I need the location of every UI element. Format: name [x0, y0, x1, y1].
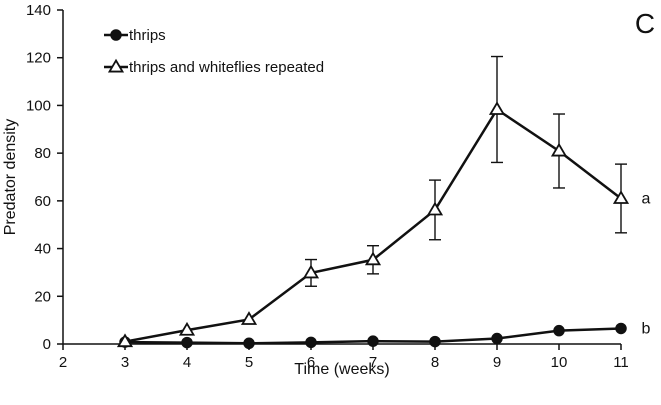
y-tick-label: 20	[34, 288, 51, 305]
panel-label: C	[635, 8, 655, 39]
data-point	[550, 142, 568, 157]
legend-label: thrips	[129, 27, 166, 44]
axes: 0 20 40 60 80 100 120 140 2 3 4 5 6 7 8 9 10 11	[26, 2, 629, 371]
y-tick-label: 60	[34, 193, 51, 210]
x-tick-label: 10	[551, 354, 568, 371]
x-tick-label: 6	[307, 354, 315, 371]
x-tick-label: 3	[121, 354, 129, 371]
legend-label: thrips and whiteflies repeated	[129, 59, 324, 76]
legend-marker	[110, 29, 122, 41]
x-axis-title: Time (weeks)	[294, 361, 389, 378]
legend-item: thrips	[104, 27, 166, 44]
legend: thrips thrips and whiteflies repeated	[104, 27, 324, 76]
significance-label: b	[642, 320, 651, 337]
series-2: a	[116, 55, 651, 348]
data-point	[367, 335, 379, 347]
plot-area: ba	[116, 55, 651, 350]
x-tick-label: 7	[369, 354, 377, 371]
x-tick-label: 5	[245, 354, 253, 371]
x-tick-label: 9	[493, 354, 501, 371]
y-tick-label: 0	[43, 336, 51, 353]
data-point	[429, 335, 441, 348]
y-tick-label: 40	[34, 241, 51, 258]
data-point	[240, 311, 258, 325]
data-point	[491, 332, 503, 345]
y-tick-label: 140	[26, 2, 51, 19]
data-point	[181, 336, 193, 349]
x-tick-label: 4	[183, 354, 191, 371]
x-tick-label: 11	[613, 354, 629, 371]
data-point	[553, 324, 565, 337]
data-point	[116, 333, 134, 348]
legend-marker	[107, 58, 125, 73]
y-tick-label: 100	[26, 97, 51, 114]
data-point	[615, 322, 627, 335]
data-point	[178, 321, 196, 336]
significance-label: a	[642, 190, 651, 207]
y-axis-title: Predator density	[2, 119, 19, 236]
data-point	[612, 190, 630, 204]
data-point	[364, 251, 382, 266]
data-point	[302, 264, 320, 279]
legend-item: thrips and whiteflies repeated	[104, 58, 324, 76]
x-tick-label: 2	[59, 354, 67, 371]
data-point	[305, 336, 317, 349]
y-tick-label: 120	[26, 50, 51, 67]
series-line	[124, 107, 622, 343]
data-point	[488, 101, 506, 115]
y-tick-label: 80	[34, 145, 51, 162]
data-point	[243, 337, 255, 350]
data-point	[426, 201, 444, 216]
x-tick-label: 8	[431, 354, 439, 371]
